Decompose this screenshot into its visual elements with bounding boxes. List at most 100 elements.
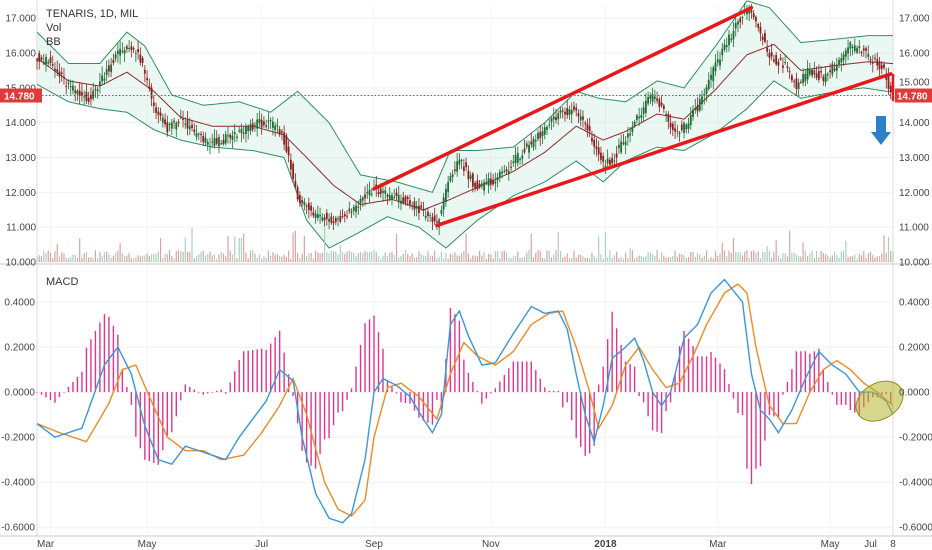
candle-body [541, 131, 544, 137]
candle-body [222, 139, 225, 145]
volume-bar [773, 251, 775, 262]
volume-bar [883, 235, 885, 262]
volume-bar [503, 250, 505, 262]
macd-histogram-bar [553, 390, 555, 393]
volume-bar [83, 253, 85, 262]
macd-histogram-bar [508, 368, 510, 393]
macd-histogram-bar [791, 369, 793, 393]
price-tick-right: 10.000 [899, 258, 930, 269]
macd-histogram-bar [822, 369, 825, 393]
volume-bar [890, 250, 892, 262]
volume-bar [721, 242, 723, 262]
macd-tick-left: 0.0000 [4, 388, 35, 399]
volume-bar [310, 252, 312, 262]
candle-body [602, 155, 605, 162]
candle-body [802, 73, 805, 84]
volume-bar [539, 250, 541, 262]
volume-bar [849, 256, 851, 262]
candle-body [350, 211, 353, 213]
candle-body [465, 162, 468, 168]
volume-bar [710, 257, 712, 262]
candle-body [698, 99, 701, 111]
candle-body [355, 205, 357, 213]
volume-bar [705, 250, 708, 262]
candle-body [382, 190, 384, 193]
volume-bar [76, 257, 79, 262]
candle-body [388, 194, 391, 199]
macd-tick-right: -0.6000 [899, 523, 932, 534]
candle-body [779, 57, 782, 60]
volume-bar [831, 255, 833, 262]
volume-bar [281, 256, 283, 262]
volume-bar [40, 256, 43, 262]
volume-bar [54, 251, 56, 262]
macd-histogram-bar [606, 339, 609, 393]
macd-histogram-bar [328, 392, 330, 439]
candle-body [103, 78, 106, 81]
candle-body [534, 140, 537, 142]
candle-body [613, 160, 616, 162]
macd-histogram-bar [831, 392, 834, 395]
candle-body [395, 192, 398, 197]
candle-body [195, 133, 198, 137]
candle-body [128, 48, 131, 50]
volume-bar [717, 256, 719, 262]
macd-histogram-bar [148, 392, 151, 462]
volume-bar [52, 257, 54, 262]
volume-bar [759, 258, 762, 262]
candle-body [467, 170, 470, 180]
volume-bar [771, 257, 773, 262]
candle-body [301, 200, 304, 204]
volume-bar [566, 253, 568, 262]
macd-histogram-bar [166, 392, 169, 436]
candle-body [393, 197, 396, 199]
volume-bar [611, 257, 613, 262]
candle-body [413, 201, 416, 210]
candle-body [87, 97, 90, 102]
macd-tick-right: -0.4000 [899, 478, 932, 489]
candle-body [166, 122, 169, 133]
volume-bar [726, 256, 728, 262]
volume-bar [180, 251, 182, 262]
volume-bar [836, 255, 838, 262]
candle-body [191, 124, 193, 128]
candle-body [298, 195, 301, 203]
price-tick-left: 12.000 [5, 188, 36, 199]
candle-body [609, 159, 611, 165]
candle-body [236, 136, 238, 138]
volume-bar [519, 258, 521, 262]
volume-bar [371, 251, 373, 262]
candle-body [478, 183, 481, 188]
macd-histogram-bar [485, 392, 488, 399]
candle-body [168, 123, 171, 125]
macd-histogram-bar [530, 361, 532, 393]
macd-histogram-bar [287, 374, 290, 393]
volume-bar [708, 258, 710, 262]
macd-histogram-bar [274, 337, 276, 393]
volume-bar [735, 252, 737, 262]
volume-bar [878, 255, 881, 262]
macd-histogram-bar [629, 364, 631, 393]
volume-bar [804, 250, 806, 262]
volume-bar [811, 250, 813, 262]
macd-histogram-bar [737, 392, 739, 414]
candle-body [307, 203, 310, 211]
candle-body [81, 92, 83, 96]
volume-bar [517, 251, 519, 262]
candle-body [67, 83, 70, 85]
macd-histogram-bar [521, 361, 523, 393]
volume-bar [822, 252, 824, 262]
candle-body [658, 99, 661, 107]
candle-body [391, 195, 393, 200]
volume-bar [94, 250, 97, 262]
bollinger-upper-line [36, 0, 893, 193]
candle-body [799, 81, 802, 83]
candle-body [847, 47, 849, 54]
candle-body [377, 192, 380, 194]
volume-bar [422, 255, 425, 262]
candle-body [263, 121, 265, 125]
candle-body [741, 17, 744, 19]
candle-body [114, 54, 117, 59]
macd-histogram-bar [85, 347, 88, 393]
volume-bar [90, 257, 92, 262]
